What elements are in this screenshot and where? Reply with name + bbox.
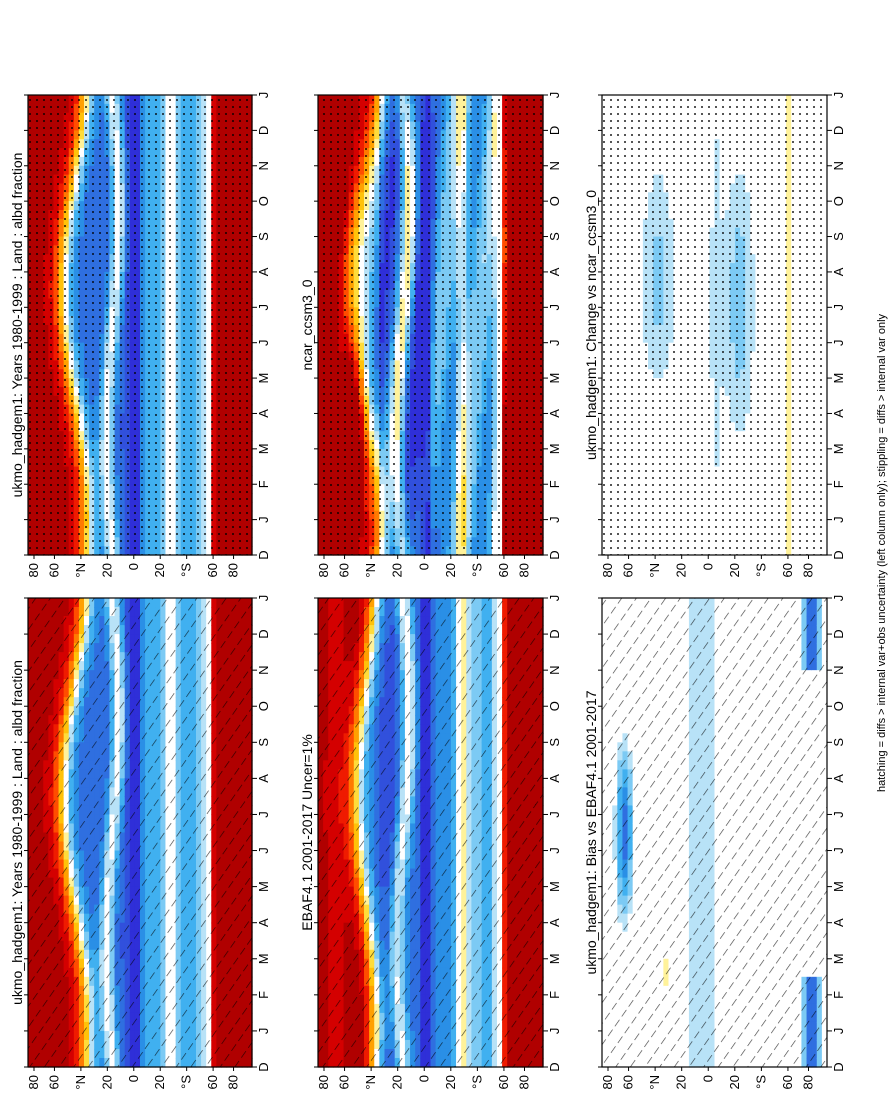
lat-tick-label: 60: [205, 563, 220, 577]
lat-tick-label: 60: [46, 1075, 61, 1089]
month-tick-label: J: [256, 516, 271, 523]
month-tick-label: D: [256, 126, 271, 135]
plot-frame: [27, 597, 253, 1068]
lat-tick-label: °S: [179, 563, 194, 577]
month-tick-label: S: [256, 232, 271, 241]
month-tick-label: J: [256, 595, 271, 602]
month-tick-label: J: [256, 1028, 271, 1035]
panel-1: D J F M A M J J A S O N D J 80 60 °N 20 0 20 °S 60 80 ukmo_hadg…: [9, 595, 271, 1090]
lat-tick-label: 20: [152, 1075, 167, 1089]
lat-tick-label: °S: [179, 1075, 194, 1089]
month-tick-label: N: [256, 161, 271, 170]
month-tick-label: D: [256, 1062, 271, 1071]
lat-tick-label: 0: [126, 563, 141, 570]
panel-title: ukmo_hadgem1: Years 1980-1999 : Land : a…: [9, 153, 25, 498]
lat-tick-label: 80: [26, 563, 41, 577]
panel-2: D J F M A M J J A S O N D J 80 60 °N 20 0 20 °S 60 80 ukmo_hadg…: [9, 92, 271, 578]
month-tick-label: M: [256, 881, 271, 892]
hatch-overlay: [28, 598, 252, 1067]
month-tick-label: F: [256, 480, 271, 488]
lat-tick-label: 20: [99, 563, 114, 577]
month-tick-label: J: [256, 847, 271, 854]
lat-tick-label: 80: [226, 1075, 241, 1089]
stipple-overlay: [28, 95, 252, 555]
month-tick-label: O: [256, 196, 271, 206]
lat-tick-label: 60: [205, 1075, 220, 1089]
panel-title: ukmo_hadgem1: Years 1980-1999 : Land : a…: [9, 660, 25, 1005]
month-tick-label: D: [256, 629, 271, 638]
month-tick-label: M: [256, 953, 271, 964]
month-tick-label: J: [256, 92, 271, 99]
lat-tick-label: °N: [73, 1075, 88, 1090]
lat-tick-label: 20: [152, 563, 167, 577]
month-tick-label: N: [256, 665, 271, 674]
month-tick-label: A: [256, 774, 271, 783]
month-tick-label: M: [256, 373, 271, 384]
month-tick-label: S: [256, 738, 271, 747]
month-tick-label: M: [256, 443, 271, 454]
plot-frame: [27, 94, 253, 556]
month-tick-label: A: [256, 409, 271, 418]
month-tick-label: A: [256, 918, 271, 927]
month-tick-label: O: [256, 701, 271, 711]
lat-tick-label: 80: [26, 1075, 41, 1089]
lat-tick-label: 20: [99, 1075, 114, 1089]
month-tick-label: D: [256, 550, 271, 559]
lat-tick-label: 60: [46, 563, 61, 577]
lat-tick-label: °N: [73, 563, 88, 578]
month-tick-label: F: [256, 991, 271, 999]
month-tick-label: J: [256, 304, 271, 311]
month-tick-label: J: [256, 811, 271, 818]
lat-tick-label: 80: [226, 563, 241, 577]
month-tick-label: A: [256, 267, 271, 276]
panels: D J F M A M J J A S O N D J 80 60 °N 20 0 20 °S 60 80 ukmo_hadg…: [9, 92, 846, 1090]
month-tick-label: J: [256, 339, 271, 346]
lat-tick-label: 0: [126, 1075, 141, 1082]
